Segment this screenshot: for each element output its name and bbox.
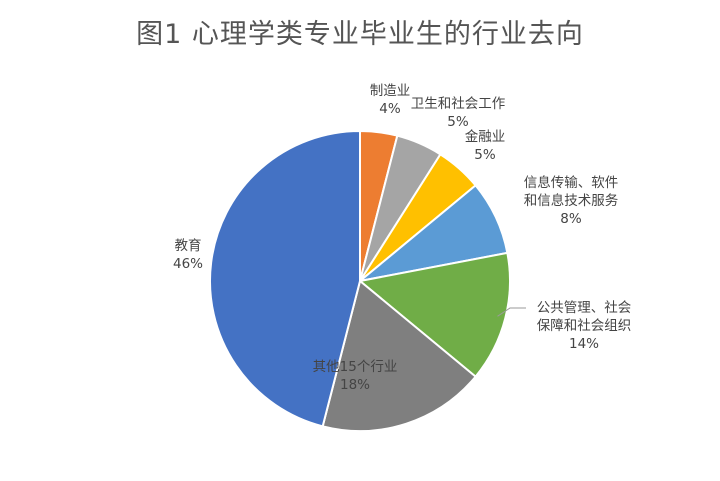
slice-name-7: 教育 xyxy=(175,238,202,254)
pie-slice-7 xyxy=(209,129,361,428)
slice-percent-4: 8% xyxy=(560,211,582,227)
leader-lines xyxy=(497,307,526,317)
slice-percent-6: 18% xyxy=(340,377,370,393)
slice-name-1: 制造业 xyxy=(370,83,411,99)
slice-name-4-line-1: 信息传输、软件 xyxy=(524,174,619,191)
slice-percent-5: 14% xyxy=(569,336,599,352)
slice-percent-1: 4% xyxy=(379,101,401,117)
slice-percent-7: 46% xyxy=(173,256,203,272)
slice-percent-3: 5% xyxy=(474,147,496,163)
slice-percent-2: 5% xyxy=(447,114,469,130)
slice-name-2: 卫生和社会工作 xyxy=(411,96,506,112)
pie-slices xyxy=(209,129,511,432)
pie-slice-6 xyxy=(321,279,477,432)
slice-name-5-line-1: 公共管理、社会 xyxy=(537,300,632,316)
chart-title: 图1 心理学类专业毕业生的行业去向 xyxy=(136,19,584,50)
slice-name-5-line-2: 保障和社会组织 xyxy=(537,318,632,334)
leader-line-5 xyxy=(497,307,526,317)
slice-name-3: 金融业 xyxy=(465,129,506,145)
slice-name-6: 其他15个行业 xyxy=(313,359,398,375)
slice-name-4-line-2: 和信息技术服务 xyxy=(524,192,619,209)
pie-slice-5 xyxy=(357,251,511,379)
